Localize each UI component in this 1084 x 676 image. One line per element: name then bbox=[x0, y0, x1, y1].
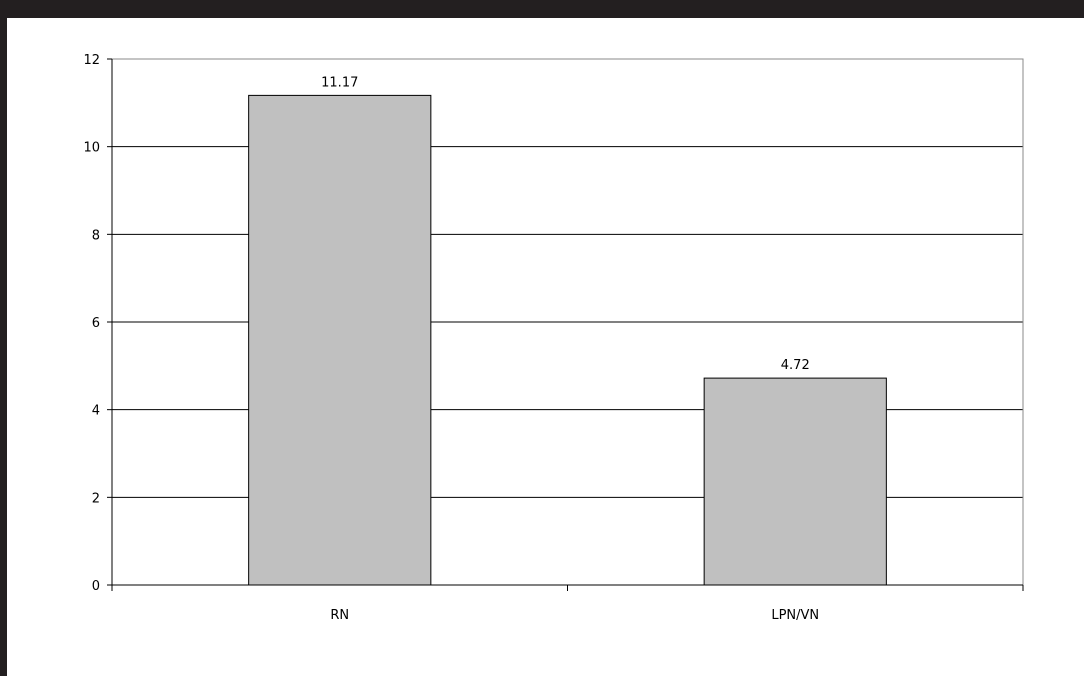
y-tick-label: 10 bbox=[83, 141, 100, 156]
x-tick-label: RN bbox=[330, 608, 349, 623]
data-label: 11.17 bbox=[321, 75, 358, 90]
x-tick-label: LPN/VN bbox=[771, 608, 819, 623]
y-tick-label: 12 bbox=[83, 53, 100, 68]
bars bbox=[248, 94, 887, 586]
y-tick-label: 4 bbox=[92, 404, 100, 419]
axes bbox=[107, 58, 1024, 591]
y-tick-label: 8 bbox=[92, 228, 100, 243]
data-label: 4.72 bbox=[781, 358, 810, 373]
bar-lpn-vn bbox=[703, 377, 887, 586]
y-tick-label: 2 bbox=[92, 491, 100, 506]
y-tick-label: 0 bbox=[92, 579, 100, 594]
bar-rn bbox=[248, 94, 432, 586]
y-tick-label: 6 bbox=[92, 316, 100, 331]
labels: 0 2 4 6 8 10 12 11.17 RN 4.72 LPN/VN bbox=[83, 53, 819, 623]
